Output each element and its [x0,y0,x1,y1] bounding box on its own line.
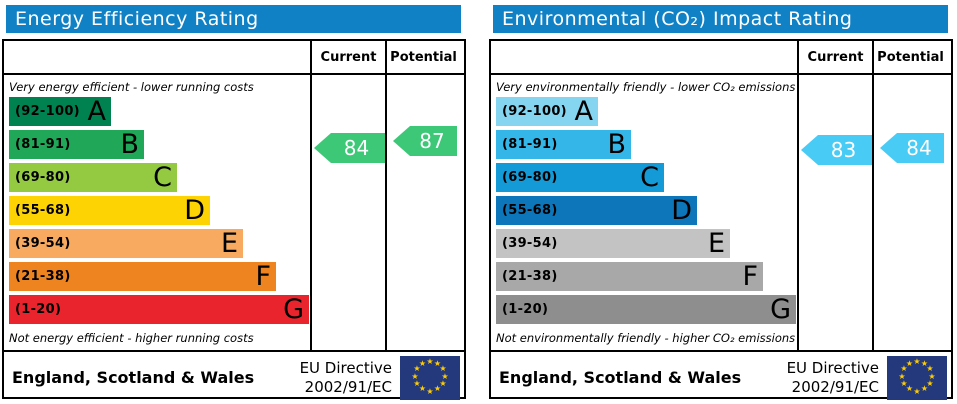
energy-current-value: 84 [343,136,370,160]
band-range: (69-80) [15,170,71,185]
band-range: (1-20) [502,302,549,317]
environmental-potential-column [872,75,947,350]
energy-current-column [310,75,385,350]
energy-band-f: (21-38) F [9,262,276,291]
current-column-header: Current [310,41,385,73]
energy-band-g: (1-20) G [9,295,309,324]
energy-footer-row: England, Scotland & Wales EU Directive 2… [4,350,464,403]
region-label: England, Scotland & Wales [499,368,742,387]
environmental-impact-panel: Environmental (CO₂) Impact Rating Curren… [489,5,953,400]
environmental-header-row: Current Potential [491,41,951,75]
environmental-band-f: (21-38) F [496,262,763,291]
potential-column-header: Potential [872,41,947,73]
environmental-current-value: 83 [830,138,857,162]
environmental-footer-row: England, Scotland & Wales EU Directive 2… [491,350,951,403]
band-letter: B [120,129,139,160]
environmental-panel-table: Current Potential Very environmentally f… [489,39,953,400]
band-range: (21-38) [15,269,71,284]
band-letter: G [283,294,304,325]
band-letter: D [671,195,692,226]
band-range: (21-38) [502,269,558,284]
environmental-band-d: (55-68) D [496,196,697,225]
current-column-header: Current [797,41,872,73]
energy-panel-table: Current Potential Very energy efficient … [2,39,466,400]
energy-bands-column: Very energy efficient - lower running co… [4,75,310,350]
eu-directive-line1: EU Directive [786,358,879,377]
environmental-body-row: Very environmentally friendly - lower CO… [491,75,951,350]
energy-band-e: (39-54) E [9,229,243,258]
environmental-current-arrow: 83 [801,135,872,165]
header-spacer [491,41,797,73]
band-range: (81-91) [15,137,71,152]
energy-bottom-caption: Not energy efficient - higher running co… [9,331,254,345]
band-range: (55-68) [15,203,71,218]
eu-directive-label: EU Directive 2002/91/EC [787,359,887,397]
energy-efficiency-panel: Energy Efficiency Rating Current Potenti… [2,5,466,400]
band-letter: B [607,129,626,160]
band-range: (1-20) [15,302,62,317]
band-letter: A [87,96,106,127]
environmental-band-a: (92-100) A [496,97,598,126]
eu-directive-line1: EU Directive [299,358,392,377]
energy-current-arrow: 84 [314,133,385,163]
band-letter: F [255,261,271,292]
potential-column-header: Potential [385,41,460,73]
energy-band-b: (81-91) B [9,130,144,159]
band-letter: C [640,162,659,193]
environmental-panel-title: Environmental (CO₂) Impact Rating [493,5,948,33]
band-range: (92-100) [502,104,567,119]
environmental-current-column [797,75,872,350]
band-letter: C [153,162,172,193]
environmental-band-e: (39-54) E [496,229,730,258]
eu-flag-icon: ★ ★ ★ ★ ★ ★ ★ ★ ★ ★ ★ ★ [400,355,460,400]
environmental-bands-column: Very environmentally friendly - lower CO… [491,75,797,350]
environmental-potential-value: 84 [906,136,932,160]
energy-panel-title: Energy Efficiency Rating [6,5,461,33]
energy-potential-column [385,75,460,350]
band-letter: A [574,96,593,127]
eu-directive-label: EU Directive 2002/91/EC [300,359,400,397]
environmental-bottom-caption: Not environmentally friendly - higher CO… [496,331,796,345]
environmental-band-b: (81-91) B [496,130,631,159]
band-range: (55-68) [502,203,558,218]
band-letter: E [220,228,238,259]
band-range: (39-54) [15,236,71,251]
energy-band-d: (55-68) D [9,196,210,225]
band-range: (92-100) [15,104,80,119]
environmental-top-caption: Very environmentally friendly - lower CO… [496,80,796,94]
eu-directive-line2: 2002/91/EC [791,377,879,396]
band-range: (39-54) [502,236,558,251]
region-label: England, Scotland & Wales [12,368,255,387]
energy-header-row: Current Potential [4,41,464,75]
band-letter: G [770,294,791,325]
band-range: (69-80) [502,170,558,185]
band-letter: F [742,261,758,292]
environmental-band-c: (69-80) C [496,163,664,192]
band-letter: D [184,195,205,226]
energy-body-row: Very energy efficient - lower running co… [4,75,464,350]
environmental-band-g: (1-20) G [496,295,796,324]
energy-potential-value: 87 [419,129,445,153]
band-range: (81-91) [502,137,558,152]
eu-directive-line2: 2002/91/EC [304,377,392,396]
energy-band-c: (69-80) C [9,163,177,192]
energy-top-caption: Very energy efficient - lower running co… [9,80,254,94]
energy-band-a: (92-100) A [9,97,111,126]
band-letter: E [707,228,725,259]
header-spacer [4,41,310,73]
eu-flag-icon: ★ ★ ★ ★ ★ ★ ★ ★ ★ ★ ★ ★ [887,355,947,400]
